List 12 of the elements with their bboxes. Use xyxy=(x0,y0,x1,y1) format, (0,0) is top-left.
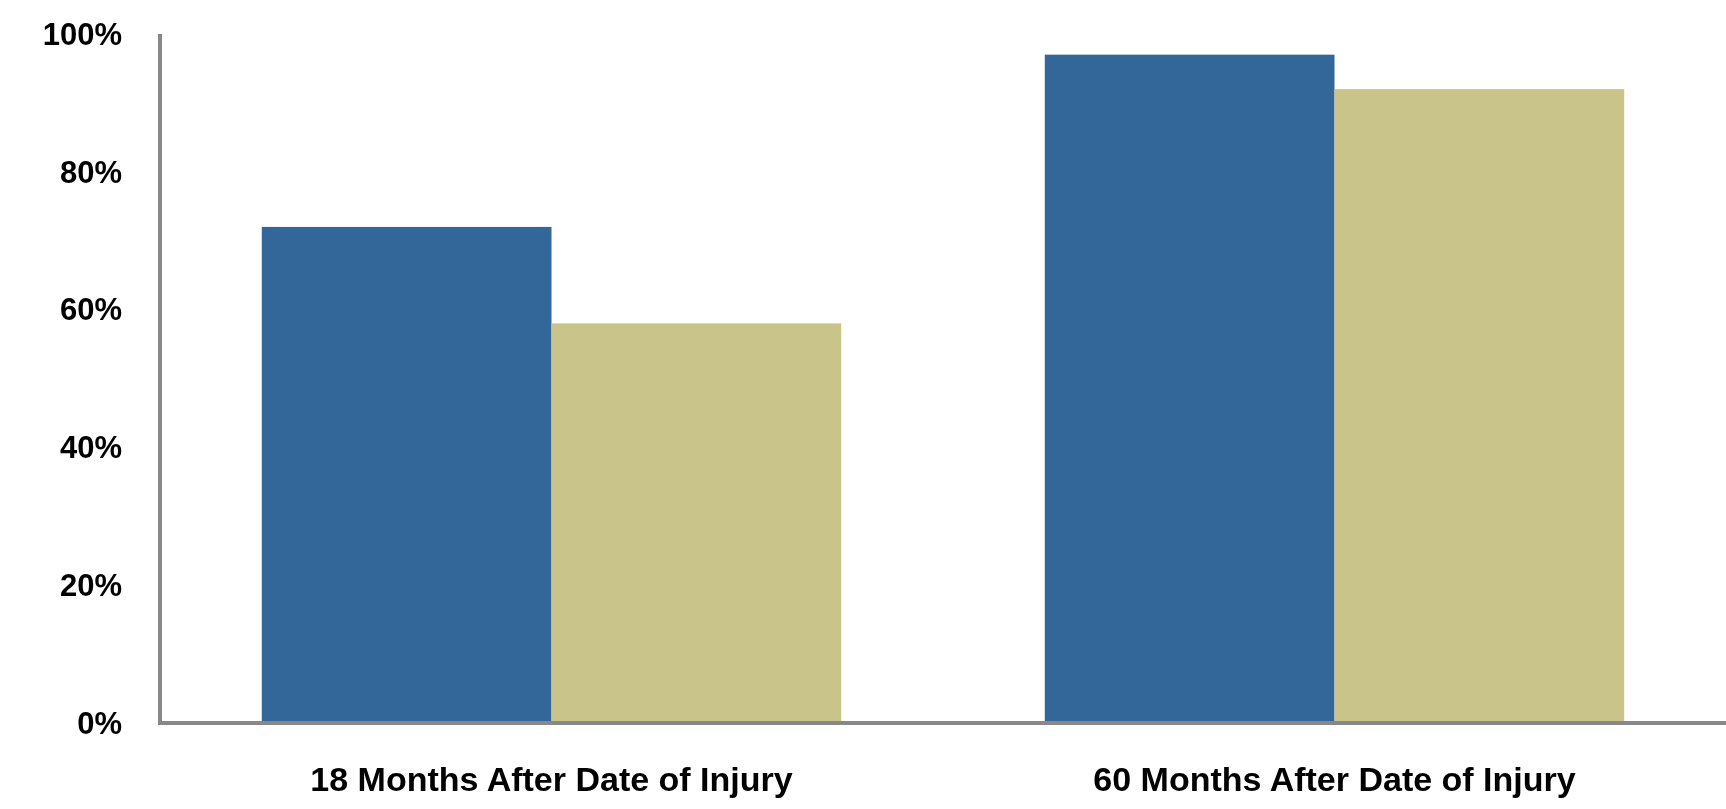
bar xyxy=(1334,89,1625,723)
y-tick-label: 40% xyxy=(59,430,122,466)
bar xyxy=(261,226,552,723)
y-tick-label: 20% xyxy=(59,568,122,604)
y-tick-label: 0% xyxy=(77,705,122,741)
bar xyxy=(551,323,842,723)
y-tick-label: 100% xyxy=(42,16,122,52)
x-tick-label: 18 Months After Date of Injury xyxy=(310,760,793,798)
x-tick-label: 60 Months After Date of Injury xyxy=(1093,760,1576,798)
bar xyxy=(1044,54,1335,723)
y-tick-label: 80% xyxy=(59,154,122,190)
y-tick-label: 60% xyxy=(59,292,122,328)
